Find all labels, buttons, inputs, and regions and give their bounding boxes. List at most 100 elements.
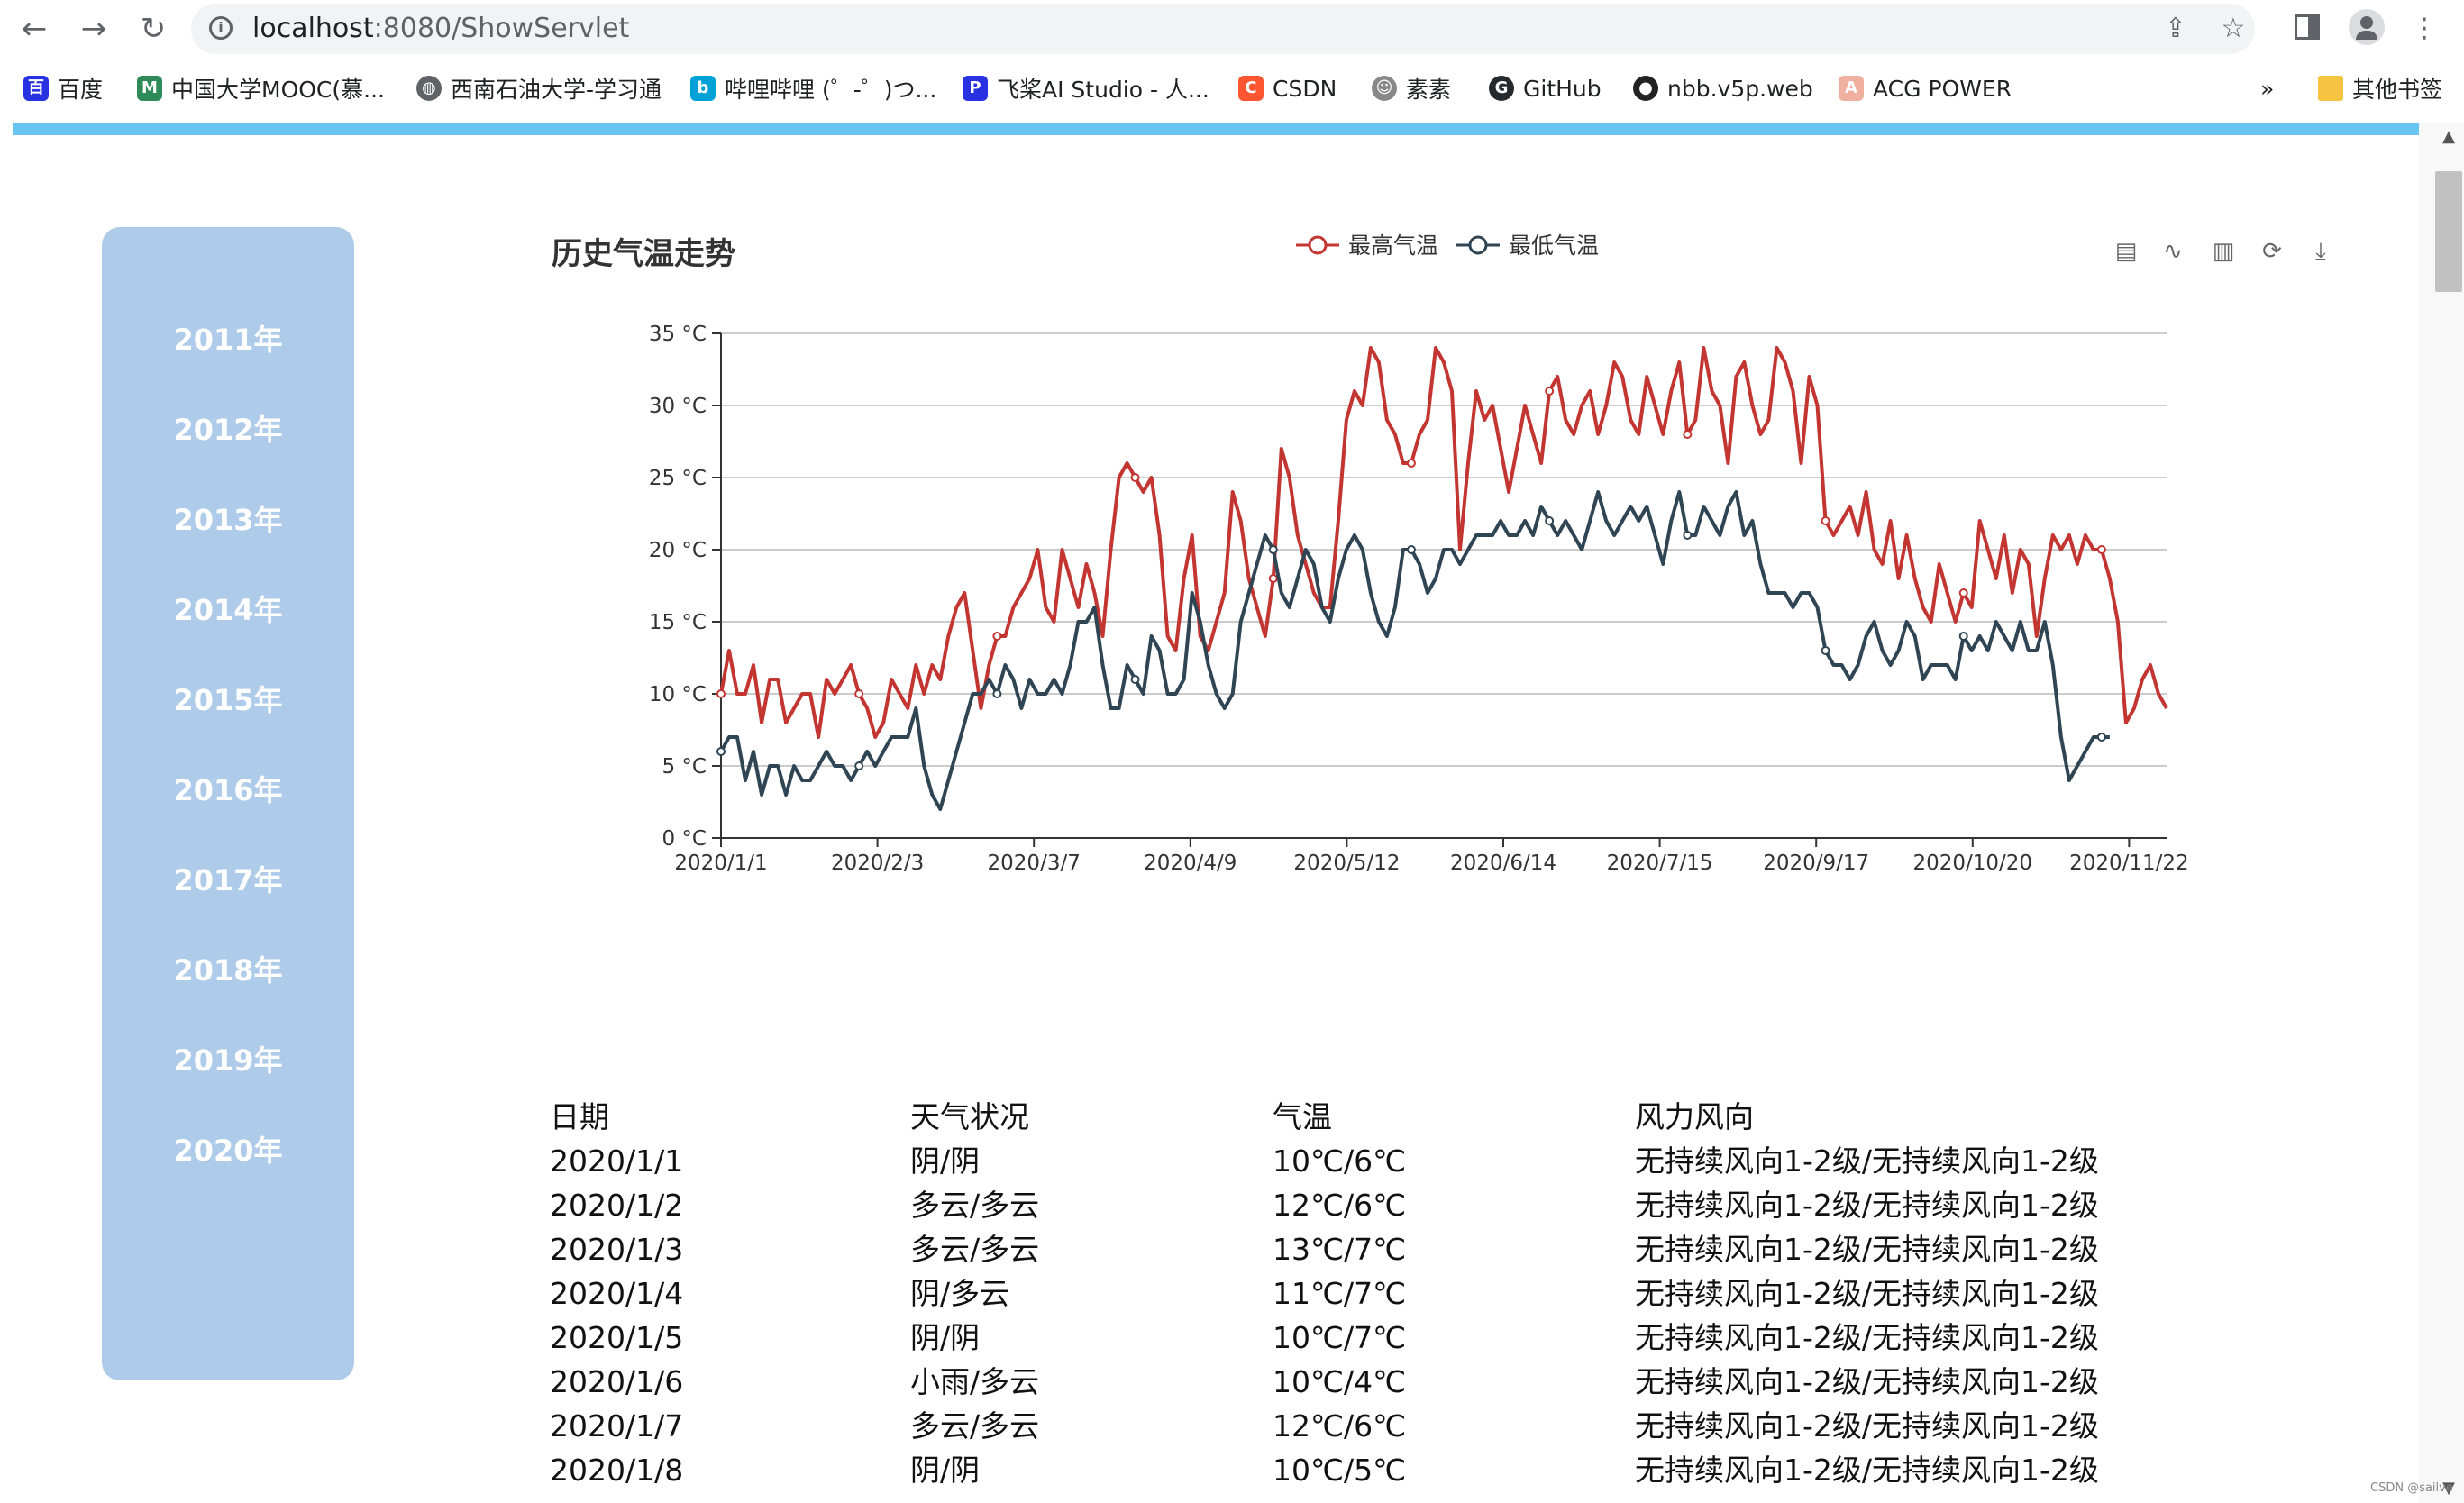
data-point [1130,473,1140,482]
other-bookmarks-folder[interactable]: 其他书签 [2318,68,2442,108]
legend-label: 最高气温 [1348,232,1438,259]
cell-temperature: 10℃/5℃ [1273,1453,1407,1488]
bookmark-csdn[interactable]: C CSDN [1238,68,1337,108]
scrollbar-thumb[interactable] [2435,171,2462,292]
header-date: 日期 [550,1099,609,1134]
info-icon[interactable]: i [209,16,233,40]
bookmark-label: 百度 [58,77,104,103]
x-tick-label: 2020/10/20 [1913,852,2033,875]
cell-temperature: 12℃/6℃ [1273,1408,1407,1444]
bookmark-label: 素素 [1406,77,1452,103]
bookmarks-bar: 百百度 M 中国大学MOOC(慕... ◍ 西南石油大学-学习通 b 哔哩哔哩 (゜-… [0,68,2464,108]
cell-wind: 无持续风向1-2级/无持续风向1-2级 [1635,1143,2099,1179]
data-point [2096,733,2106,742]
profile-avatar-icon[interactable] [2349,9,2385,45]
scroll-up-icon[interactable]: ▲ [2442,127,2455,146]
x-tick-label: 2020/4/9 [1144,852,1237,875]
address-bar[interactable]: i localhost:8080/ShowServlet ⇪ ☆ [191,4,2255,54]
menu-kebab-icon[interactable]: ⋮ [2411,13,2438,44]
cell-weather: 多云/多云 [910,1408,1040,1444]
cell-wind: 无持续风向1-2级/无持续风向1-2级 [1635,1232,2099,1267]
chart-axes: 0 °C 5 °C 10 °C 15 °C 20 °C 25 °C 30 °C 35 °C 20… [649,323,2189,875]
data-point [716,747,726,756]
legend-swatch-marker [1468,235,1488,255]
back-icon[interactable]: ← [21,11,48,47]
x-tick-label: 2020/7/15 [1607,852,1713,875]
cell-weather: 阴/阴 [910,1143,981,1179]
bookmark-mooc[interactable]: M 中国大学MOOC(慕... [137,68,385,108]
data-point [992,689,1002,698]
bookmark-acg[interactable]: A ACG POWER [1839,68,2012,108]
bookmark-label: 飞桨AI Studio - 人... [997,77,1209,103]
header-weather: 天气状况 [910,1099,1029,1134]
y-tick-label: 35 °C [649,323,707,346]
reload-icon[interactable]: ↻ [140,11,167,47]
bookmark-paddle[interactable]: P 飞桨AI Studio - 人... [963,68,1209,108]
data-point [1406,545,1416,554]
restore-icon[interactable]: ⟳ [2262,238,2282,265]
cell-date: 2020/1/2 [550,1188,684,1223]
year-link-2016[interactable]: 2016年 [173,773,283,807]
year-link-2017[interactable]: 2017年 [173,863,283,897]
chart-legend[interactable]: 最高气温 最低气温 [1296,232,1599,259]
series-line [719,490,2110,811]
bookmark-susu[interactable]: ☺ 素素 [1372,68,1451,108]
scrollbar-track[interactable] [2419,123,2464,1503]
bookmark-label: GitHub [1523,75,1602,102]
year-link-2018[interactable]: 2018年 [173,953,283,988]
legend-label: 最低气温 [1509,232,1599,259]
scroll-down-icon[interactable]: ▼ [2442,1479,2455,1498]
forward-icon[interactable]: → [80,11,107,47]
bookmark-label: 哔哩哔哩 (゜-゜)つ... [725,77,937,103]
data-point [1545,516,1555,525]
data-point [1268,574,1278,583]
avatar-icon: ☺ [1372,76,1397,101]
year-link-2019[interactable]: 2019年 [173,1043,283,1078]
bookmark-xuexitong[interactable]: ◍ 西南石油大学-学习通 [416,68,662,108]
data-view-icon[interactable]: ▤ [2114,238,2138,265]
y-tick-label: 30 °C [649,395,707,418]
cell-date: 2020/1/5 [550,1320,684,1355]
cell-date: 2020/1/7 [550,1408,684,1444]
data-point [1958,632,1968,641]
year-link-2020[interactable]: 2020年 [173,1134,283,1168]
share-icon[interactable]: ⇪ [2164,13,2187,44]
cell-temperature: 10℃/6℃ [1273,1143,1407,1179]
cell-weather: 阴/多云 [910,1276,1010,1311]
line-chart-icon[interactable]: ∿ [2163,238,2183,265]
cell-wind: 无持续风向1-2级/无持续风向1-2级 [1635,1276,2099,1311]
bookmark-label: 中国大学MOOC(慕... [171,77,385,103]
data-point [1406,459,1416,468]
y-tick-label: 0 °C [662,827,707,851]
x-tick-label: 2020/3/7 [988,852,1081,875]
bookmark-baidu[interactable]: 百百度 [23,68,103,108]
csdn-icon: C [1238,76,1264,101]
bookmarks-more-button[interactable]: » [2260,75,2275,102]
bookmark-label: 其他书签 [2352,77,2443,103]
cell-date: 2020/1/6 [550,1364,684,1399]
bookmark-nbb[interactable]: ● nbb.v5p.web [1633,68,1813,108]
side-panel-icon[interactable] [2295,14,2320,40]
page-top-bar [13,123,2419,135]
cell-date: 2020/1/8 [550,1453,684,1488]
year-link-2014[interactable]: 2014年 [173,593,283,627]
y-tick-label: 5 °C [662,755,707,779]
star-icon[interactable]: ☆ [2221,13,2246,44]
bar-chart-icon[interactable]: ▥ [2212,238,2235,265]
save-image-icon[interactable]: ⤓ [2315,238,2326,265]
data-point [1683,430,1693,439]
data-point [992,632,1002,641]
year-link-2015[interactable]: 2015年 [173,683,283,717]
year-link-2011[interactable]: 2011年 [173,323,283,357]
x-tick-label: 2020/1/1 [674,852,767,875]
cell-temperature: 10℃/4℃ [1273,1364,1407,1399]
bookmark-github[interactable]: G GitHub [1489,68,1602,108]
bilibili-icon: b [690,76,716,101]
url-text[interactable]: localhost:8080/ShowServlet [252,11,629,47]
series-high [716,346,2168,739]
bookmark-bilibili[interactable]: b 哔哩哔哩 (゜-゜)つ... [690,68,936,108]
year-link-2012[interactable]: 2012年 [173,413,283,447]
year-link-2013[interactable]: 2013年 [173,503,283,537]
x-tick-label: 2020/5/12 [1293,852,1400,875]
paddle-icon: P [963,76,988,101]
